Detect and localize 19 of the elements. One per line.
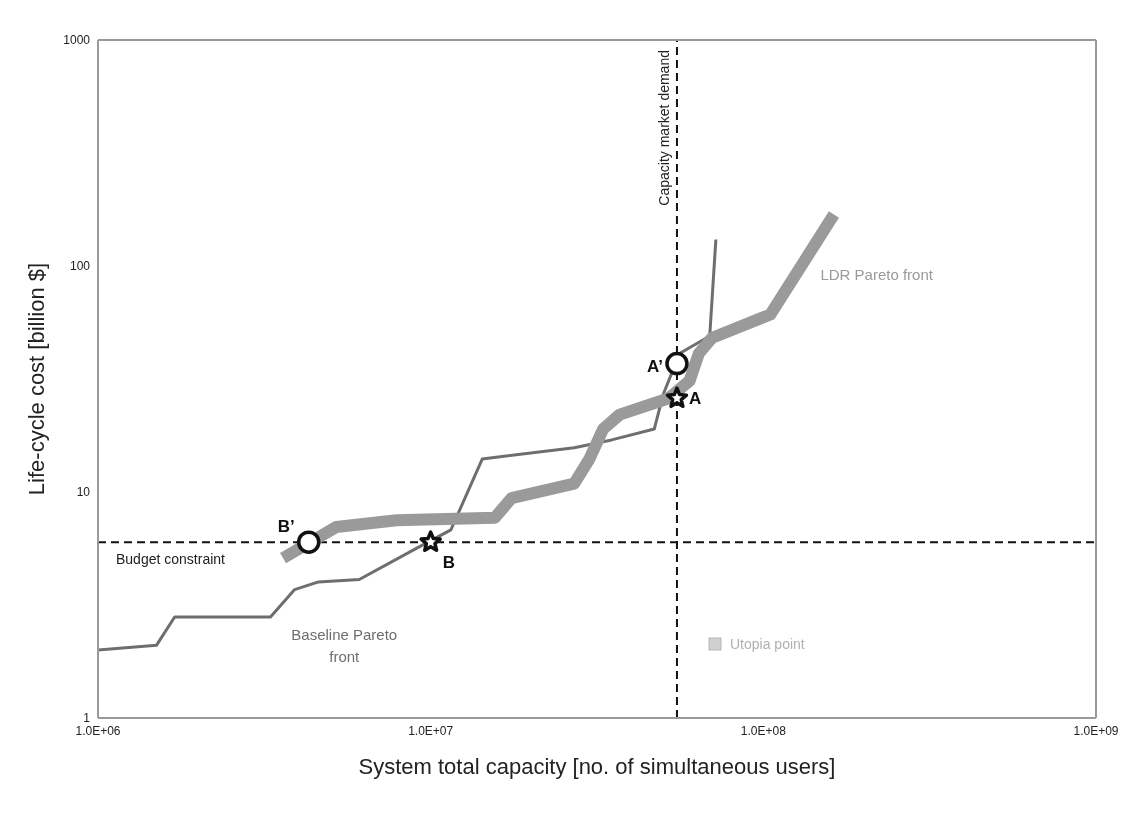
- y-tick-label: 1000: [63, 33, 91, 48]
- annotation: A: [688, 389, 702, 409]
- x-tick-label: 1.0E+08: [740, 723, 787, 738]
- annotation: B: [442, 553, 455, 573]
- y-tick-label: 100: [69, 259, 91, 274]
- x-axis-title: System total capacity [no. of simultaneous users]: [358, 754, 836, 779]
- y-tick-label: 1: [83, 711, 91, 726]
- x-tick-label: 1.0E+07: [408, 723, 454, 738]
- y-axis-title: Life-cycle cost [billion $]: [23, 262, 49, 496]
- ref-line-label: Budget constraint: [116, 551, 226, 568]
- ref-line-label: Capacity market demand: [655, 50, 672, 206]
- annotation: A’: [646, 356, 663, 376]
- x-tick-label: 1.0E+06: [75, 723, 121, 738]
- y-tick-label: 10: [76, 485, 91, 500]
- series-label: LDR Pareto front: [820, 265, 934, 283]
- x-tick-label: 1.0E+09: [1073, 723, 1119, 738]
- series-label: Baseline Pareto front: [291, 625, 398, 665]
- annotation: Utopia point: [730, 636, 805, 652]
- annotation: B’: [277, 517, 295, 537]
